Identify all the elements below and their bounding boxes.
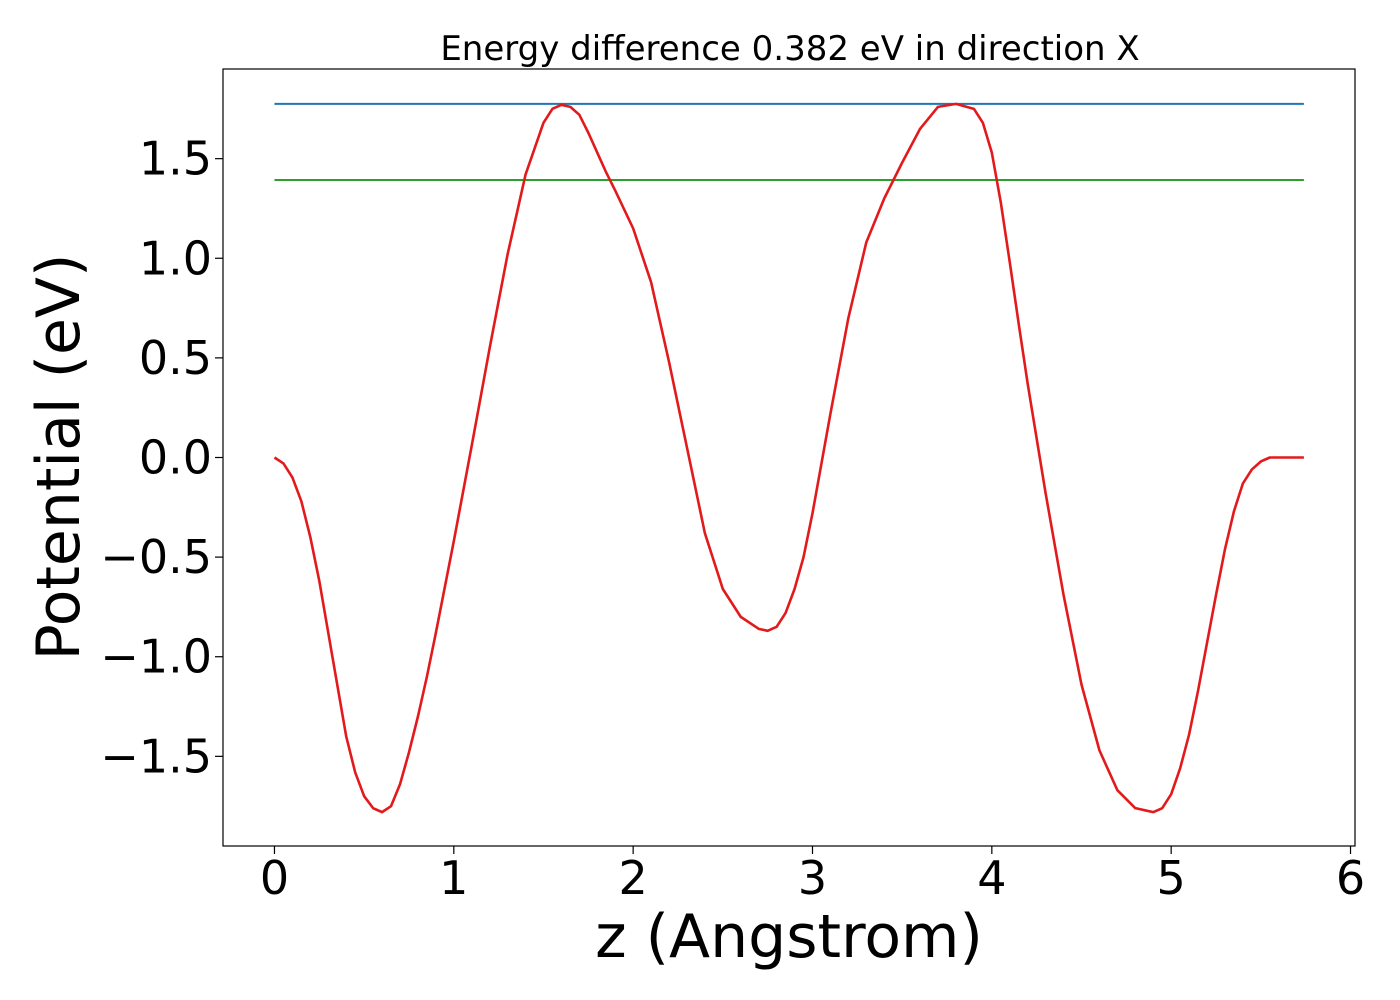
x-tick-label: 2 — [619, 851, 648, 905]
y-tick-label: −1.0 — [100, 630, 212, 684]
x-tick-label: 0 — [260, 851, 289, 905]
x-tick-label: 4 — [977, 851, 1006, 905]
potential-curve — [273, 102, 1304, 814]
y-tick-label: −0.5 — [100, 530, 212, 584]
x-tick-label: 6 — [1336, 851, 1365, 905]
y-tick-label: 0.0 — [139, 431, 212, 485]
x-tick-label: 3 — [798, 851, 827, 905]
chart-title: Energy difference 0.382 eV in direction … — [440, 29, 1139, 69]
y-axis-label: Potential (eV) — [24, 254, 94, 661]
y-tick-label: −1.5 — [100, 729, 212, 783]
x-tick-label: 1 — [439, 851, 468, 905]
x-axis: 0 1 2 3 4 5 6 — [260, 846, 1365, 905]
y-axis: −1.5 −1.0 −0.5 0.0 0.5 1.0 1.5 — [100, 132, 223, 783]
x-tick-label: 5 — [1157, 851, 1186, 905]
plot-area-frame — [222, 68, 1356, 847]
y-tick-label: 1.0 — [139, 231, 212, 285]
x-axis-label: z (Angstrom) — [595, 902, 983, 972]
series-layer — [273, 102, 1304, 814]
y-tick-label: 1.5 — [139, 132, 212, 186]
y-tick-label: 0.5 — [139, 331, 212, 385]
